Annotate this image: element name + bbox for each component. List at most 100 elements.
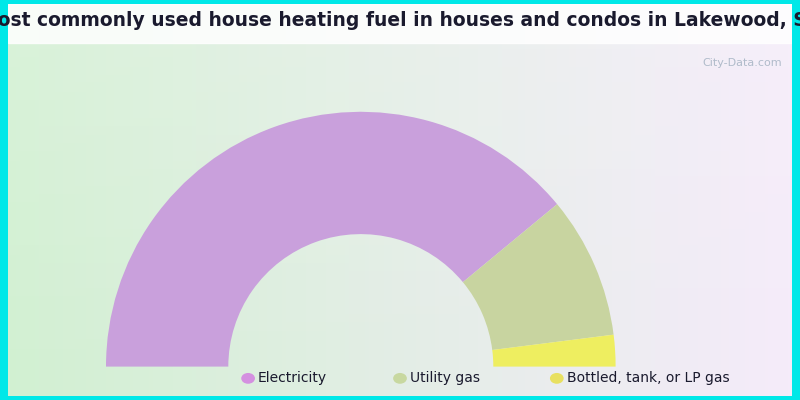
Bar [8, 196, 792, 198]
Bar [8, 88, 792, 90]
Bar [651, 4, 654, 396]
Bar [714, 4, 718, 396]
Bar [169, 4, 173, 396]
Bar [8, 247, 792, 249]
Bar [710, 4, 714, 396]
Bar [522, 4, 526, 396]
Bar [106, 4, 110, 396]
Bar [8, 269, 792, 270]
Bar [8, 357, 792, 359]
Bar [8, 218, 792, 220]
Wedge shape [106, 112, 557, 366]
Bar [8, 259, 792, 261]
Bar [47, 4, 51, 396]
Bar [8, 24, 792, 26]
Bar [161, 4, 165, 396]
Bar [138, 4, 142, 396]
Bar [8, 16, 792, 18]
Bar [8, 90, 792, 92]
Bar [12, 4, 16, 396]
Bar [8, 304, 792, 306]
Bar [443, 4, 447, 396]
Bar [118, 4, 122, 396]
Bar [110, 4, 114, 396]
Bar [39, 4, 43, 396]
Bar [239, 4, 243, 396]
Bar [8, 335, 792, 337]
Bar [270, 4, 274, 396]
Bar [730, 4, 733, 396]
Bar [27, 4, 31, 396]
Bar [8, 245, 792, 247]
Bar [8, 337, 792, 339]
Bar [8, 318, 792, 320]
Bar [20, 4, 24, 396]
Bar [8, 57, 792, 59]
Bar [419, 4, 423, 396]
Bar [8, 122, 792, 124]
Bar [8, 65, 792, 67]
Bar [8, 182, 792, 184]
Bar [8, 355, 792, 357]
Bar [538, 4, 541, 396]
Bar [580, 4, 584, 396]
Bar [63, 4, 67, 396]
Bar [486, 4, 490, 396]
Bar [8, 126, 792, 128]
Bar [330, 4, 334, 396]
Bar [224, 4, 227, 396]
Bar [377, 4, 381, 396]
Bar [8, 316, 792, 318]
Bar [345, 4, 349, 396]
Bar [8, 108, 792, 110]
Bar [173, 4, 177, 396]
Bar [8, 132, 792, 133]
Bar [361, 4, 365, 396]
Bar [286, 4, 290, 396]
Bar [282, 4, 286, 396]
Bar [302, 4, 306, 396]
Bar [733, 4, 737, 396]
Bar [8, 6, 792, 8]
Bar [310, 4, 314, 396]
Bar [8, 135, 792, 137]
Bar [396, 4, 400, 396]
Bar [369, 4, 373, 396]
Bar [82, 4, 86, 396]
Bar [769, 4, 773, 396]
Bar [498, 4, 502, 396]
Bar [690, 4, 694, 396]
Text: Electricity: Electricity [258, 371, 327, 385]
Bar [600, 4, 604, 396]
Bar [235, 4, 239, 396]
Bar [8, 155, 792, 157]
Bar [8, 290, 792, 292]
Bar [427, 4, 431, 396]
Bar [146, 4, 149, 396]
Bar [8, 320, 792, 322]
Bar [8, 231, 792, 233]
Bar [502, 4, 506, 396]
Bar [8, 270, 792, 272]
Bar [8, 253, 792, 255]
Bar [423, 4, 427, 396]
Bar [122, 4, 126, 396]
Bar [459, 4, 462, 396]
Bar [643, 4, 647, 396]
Bar [188, 4, 192, 396]
Bar [654, 4, 658, 396]
Bar [247, 4, 251, 396]
Bar [8, 308, 792, 310]
Bar [8, 331, 792, 333]
Bar [788, 4, 792, 396]
Bar [745, 4, 749, 396]
Bar [8, 82, 792, 84]
Bar [8, 326, 792, 327]
Bar [8, 255, 792, 257]
Bar [8, 84, 792, 86]
Bar [8, 210, 792, 212]
Bar [373, 4, 377, 396]
Bar [8, 300, 792, 302]
Bar [8, 145, 792, 147]
Bar [8, 30, 792, 32]
